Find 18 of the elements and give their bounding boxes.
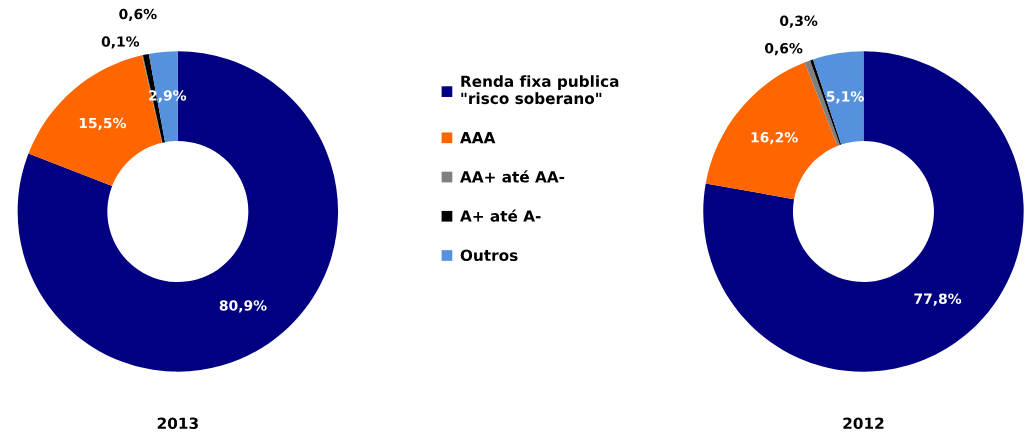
data-label: 77,8% xyxy=(914,293,962,306)
data-label: 15,5% xyxy=(79,117,127,131)
donut-slice xyxy=(17,51,339,372)
data-label: 16,2% xyxy=(751,132,798,145)
data-label: 0,6% xyxy=(119,8,157,22)
text: 2012 xyxy=(843,417,884,430)
legend-label: AAA xyxy=(460,132,496,144)
text: 2013 xyxy=(157,417,198,430)
data-label: 80,9% xyxy=(219,300,267,313)
legend-label: Renda fixa publica "risco soberano" xyxy=(461,75,619,105)
legend-label: Outros xyxy=(460,249,518,262)
legend-label: AA+ até AA- xyxy=(460,170,565,183)
data-label: 5,1% xyxy=(826,91,864,104)
donut-slice xyxy=(813,51,864,145)
data-label: 0,6% xyxy=(764,42,803,56)
legend-label: A+ até A- xyxy=(460,209,541,222)
data-label: 0,3% xyxy=(779,15,818,28)
data-label: 0,1% xyxy=(101,36,140,49)
